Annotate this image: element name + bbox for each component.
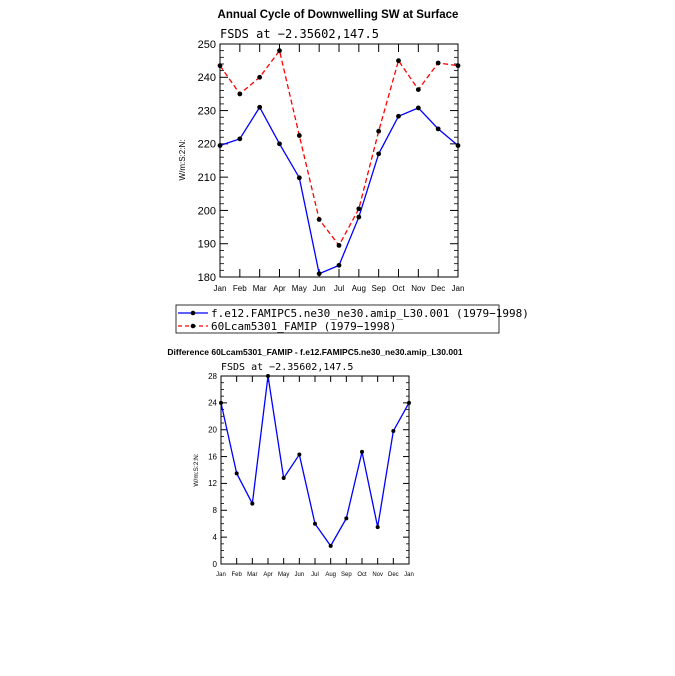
chart1-title: Annual Cycle of Downwelling SW at Surfac… <box>218 9 459 21</box>
data-point <box>277 141 282 147</box>
data-point <box>391 429 396 434</box>
y-tick-label: 12 <box>208 479 217 488</box>
y-tick-label: 200 <box>198 205 216 217</box>
data-point <box>336 242 342 248</box>
legend-label-series-1: f.e12.FAMIPC5.ne30_ne30.amip_L30.001 (19… <box>211 307 529 320</box>
chart1-subtitle: FSDS at −2.35602,147.5 <box>220 27 379 41</box>
x-tick-label: Nov <box>411 284 425 293</box>
data-point <box>344 516 349 521</box>
x-tick-label: Nov <box>372 572 383 578</box>
x-tick-label: Mar <box>253 284 267 293</box>
data-point <box>234 471 239 476</box>
data-point <box>360 449 364 454</box>
x-tick-label: Sep <box>372 284 387 293</box>
y-tick-label: 28 <box>208 372 217 381</box>
y-tick-label: 24 <box>208 399 217 408</box>
data-point <box>296 133 302 138</box>
y-tick-label: 190 <box>198 239 216 251</box>
data-point <box>237 91 243 97</box>
x-tick-label: Dec <box>431 284 445 293</box>
chart2-frame <box>220 375 410 565</box>
y-tick-label: 180 <box>198 272 216 284</box>
data-point <box>316 217 322 222</box>
x-tick-label: Jan <box>214 284 227 293</box>
y-tick-label: 16 <box>208 452 217 461</box>
annual-cycle-chart: Annual Cycle of Downwelling SW at Surfac… <box>175 9 529 334</box>
data-point <box>415 105 421 111</box>
legend-marker-series-2 <box>190 323 196 329</box>
x-tick-label: Jun <box>313 284 326 293</box>
x-tick-label: Oct <box>392 284 405 293</box>
data-point <box>396 58 401 64</box>
data-point <box>356 214 362 220</box>
y-tick-label: 220 <box>198 139 216 151</box>
x-tick-label: May <box>278 572 289 578</box>
data-point <box>376 151 382 157</box>
x-tick-label: Aug <box>325 572 336 578</box>
x-tick-label: Oct <box>357 572 367 578</box>
y-tick-label: 0 <box>213 560 218 569</box>
data-point <box>435 126 441 132</box>
x-tick-label: Jun <box>294 572 304 578</box>
y-tick-label: 210 <box>198 172 216 184</box>
y-tick-label: 250 <box>198 39 216 51</box>
data-point <box>415 87 421 93</box>
y-tick-label: 20 <box>208 426 217 435</box>
chart2-ylabel: W/m:S:2:N: <box>193 453 200 486</box>
x-tick-label: Jan <box>404 572 414 578</box>
data-point <box>281 476 286 481</box>
legend-marker-series-1 <box>190 310 196 316</box>
x-tick-label: Mar <box>247 572 257 578</box>
data-point <box>316 271 322 277</box>
y-tick-label: 4 <box>213 533 218 542</box>
x-tick-label: May <box>292 284 307 293</box>
series-line-1 <box>219 105 459 275</box>
legend-box <box>175 304 500 334</box>
chart2-title: Difference 60Lcam5301_FAMIP - f.e12.FAMI… <box>167 347 462 357</box>
chart1-ylabel: W/m:S:2:N: <box>178 140 187 181</box>
chart1-legend: f.e12.FAMIPC5.ne30_ne30.amip_L30.001 (19… <box>175 304 529 334</box>
y-tick-label: 8 <box>213 506 218 515</box>
data-point <box>435 60 441 66</box>
data-point <box>296 175 302 181</box>
x-tick-label: Apr <box>263 572 272 578</box>
x-tick-label: Jan <box>452 284 465 293</box>
x-tick-label: Jul <box>311 572 319 578</box>
x-tick-label: Feb <box>233 284 247 293</box>
x-tick-label: Apr <box>273 284 286 293</box>
data-point <box>257 104 263 110</box>
x-tick-label: Jul <box>334 284 344 293</box>
data-point <box>396 113 401 119</box>
data-point <box>336 262 342 268</box>
y-tick-label: 230 <box>198 105 216 117</box>
chart2-subtitle: FSDS at −2.35602,147.5 <box>221 362 353 373</box>
series-line-2 <box>219 49 459 247</box>
x-tick-label: Aug <box>352 284 366 293</box>
difference-chart: Difference 60Lcam5301_FAMIP - f.e12.FAMI… <box>167 347 462 578</box>
data-point <box>297 452 302 457</box>
series-line-1 <box>220 375 410 548</box>
data-point <box>237 136 243 142</box>
x-tick-label: Sep <box>341 572 352 578</box>
y-tick-label: 240 <box>198 72 216 84</box>
x-tick-label: Feb <box>231 572 242 578</box>
data-point <box>257 74 263 80</box>
chart1-frame <box>219 43 459 278</box>
data-point <box>328 543 333 548</box>
data-point <box>375 525 380 530</box>
x-tick-label: Dec <box>388 572 399 578</box>
data-point <box>250 501 255 506</box>
legend-label-series-2: 60Lcam5301_FAMIP (1979−1998) <box>211 320 396 333</box>
x-tick-label: Jan <box>216 572 226 578</box>
data-point <box>277 48 282 54</box>
data-point <box>313 521 317 526</box>
data-point <box>376 128 382 134</box>
data-point <box>356 206 362 212</box>
